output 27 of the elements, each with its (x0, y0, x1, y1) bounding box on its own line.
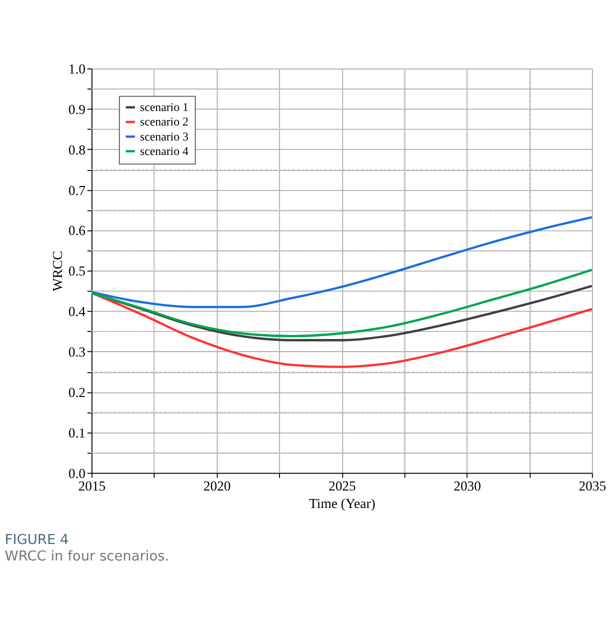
text: WRCC in four scenarios. (4, 548, 170, 565)
y-axis-title: WRCC (50, 250, 65, 292)
y-tick-label: 0.0 (68, 466, 86, 481)
y-tick-label: 0.7 (68, 182, 86, 198)
caption: FIGURE 4 (4, 532, 69, 548)
x-tick-label: 2015 (78, 478, 106, 494)
y-tick-label: 0.9 (68, 102, 86, 117)
legend-label: scenario 2 (140, 114, 189, 129)
legend-label: scenario 4 (140, 144, 189, 158)
y-tick-label: 0.2 (68, 384, 86, 400)
line-series (91, 292, 592, 368)
x-tick-label: 2030 (454, 478, 482, 494)
x-axis-title: Time (Year) (309, 496, 376, 512)
line-series (91, 268, 592, 338)
legend-label: scenario 1 (140, 100, 189, 114)
y-tick-label: 0.4 (68, 304, 86, 320)
y-tick-label: 0.8 (68, 142, 86, 158)
y-tick-label: 1.0 (68, 61, 86, 76)
legend-label: scenario 3 (140, 129, 189, 144)
x-tick-label: 2020 (203, 478, 231, 494)
x-tick-label: 2025 (328, 478, 356, 494)
y-tick-label: 0.5 (68, 264, 86, 279)
y-tick-label: 0.3 (68, 344, 86, 360)
x-tick-label: 2035 (578, 478, 606, 494)
y-tick-label: 0.1 (68, 425, 86, 440)
y-tick-label: 0.6 (68, 223, 86, 238)
line-series (91, 216, 592, 308)
